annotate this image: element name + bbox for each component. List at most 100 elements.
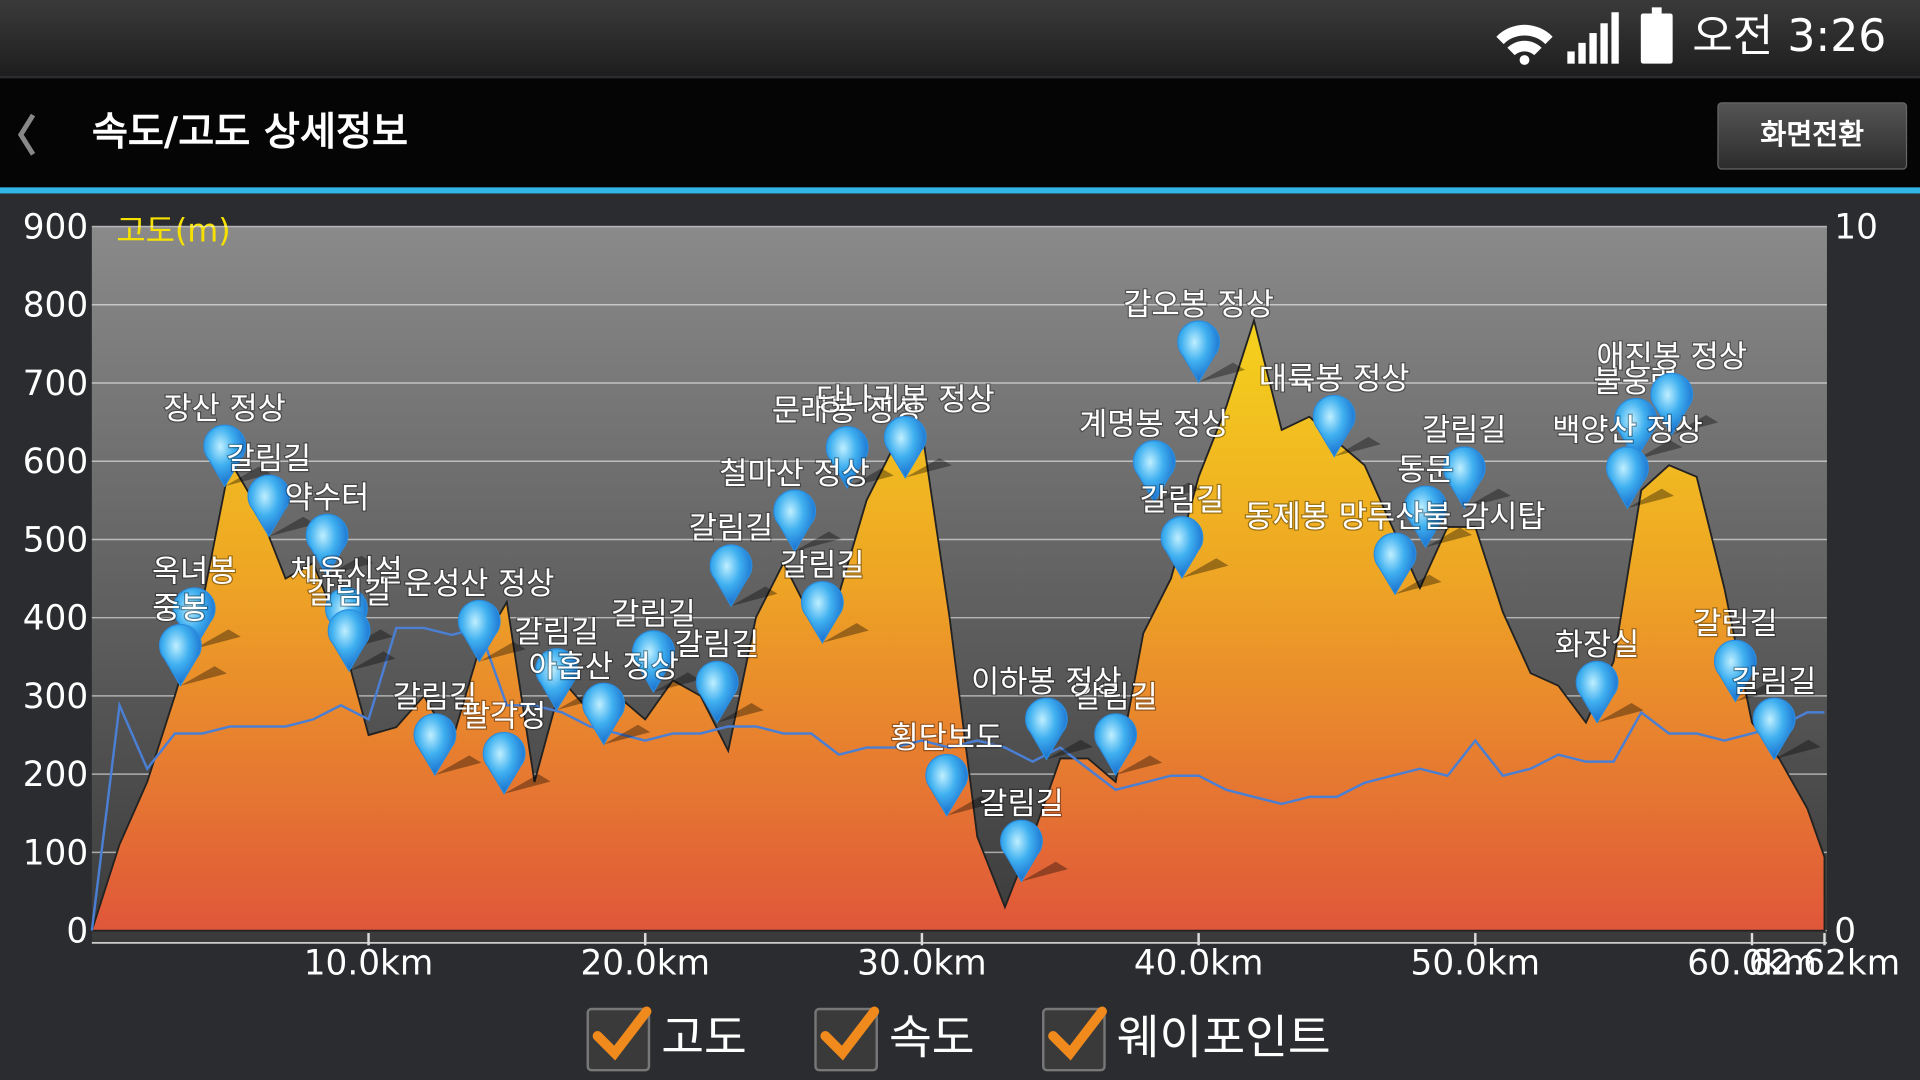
waypoint [158,624,227,687]
pin-shadow [327,555,374,576]
waypoint-pin[interactable] [172,587,216,651]
pin-shadow [224,466,272,487]
y2-tick-label: 0 [1834,912,1856,952]
pin-shadow [1425,527,1473,548]
waypoint-pin[interactable] [482,732,526,795]
waypoint-pin[interactable] [1606,446,1649,510]
waypoint-pin[interactable] [327,609,371,673]
legend-label[interactable]: 고도 [661,1010,747,1064]
waypoint [172,587,241,651]
waypoint-pin[interactable] [1713,639,1757,703]
waypoint-pin[interactable] [1312,394,1356,458]
waypoint-pin[interactable] [1132,440,1176,504]
legend-checkbox[interactable]: 웨이포인트 [1042,1006,1331,1072]
waypoint [1752,697,1821,761]
page-title: 속도/고도 상세정보 [92,110,408,155]
waypoint-pin[interactable] [1752,697,1796,761]
waypoint-pin[interactable] [203,424,247,488]
waypoint-pin[interactable] [582,682,626,746]
waypoint-label: 옥녀봉 [152,555,236,590]
waypoint-label: 약수터 [285,481,369,516]
y-tick-label: 200 [23,755,88,795]
waypoint-label: 갈림길 [1732,665,1816,700]
checkmark[interactable] [592,1006,652,1061]
switch-view-button[interactable]: 화면전환 [1717,102,1908,170]
waypoint [1177,320,1246,384]
waypoint-pin[interactable] [1650,372,1694,436]
waypoint-pin[interactable] [800,581,844,644]
legend-checkbox[interactable]: 속도 [814,1006,975,1072]
waypoint [925,753,994,817]
waypoint-pin[interactable] [632,630,675,694]
waypoint-pin[interactable] [709,544,753,608]
legend-label[interactable]: 속도 [889,1010,975,1064]
waypoint-pin[interactable] [1094,713,1138,777]
pin-shadow [1021,861,1068,882]
waypoint [883,415,952,479]
checkmark[interactable] [1048,1006,1107,1061]
waypoint-label: 갈림길 [979,787,1063,822]
waypoint [1373,532,1442,596]
waypoint-pin[interactable] [457,599,501,663]
waypoint-label: 동제봉 망루산불 감시탑 [1245,500,1546,535]
y2-tick-label: 10 [1834,207,1878,247]
pin-shadow [1597,702,1644,723]
waypoint-label: 장산 정상 [163,392,285,427]
waypoint [457,599,526,663]
waypoint [632,630,701,694]
waypoint-pin[interactable] [883,415,927,479]
waypoint [1404,485,1473,549]
waypoint [305,513,374,577]
waypoint-pin[interactable] [1442,446,1486,510]
waypoint-pin[interactable] [1614,397,1658,461]
waypoint-pin[interactable] [413,713,457,777]
waypoint-label: 당나귀봉 정상 [816,383,995,418]
waypoint-pin[interactable] [535,648,579,712]
waypoint-pin[interactable] [1160,516,1204,580]
waypoint [709,544,778,608]
checkmark[interactable] [820,1006,880,1061]
waypoint-pin[interactable] [1000,819,1043,883]
y-tick-label: 300 [23,677,88,717]
waypoint [1650,372,1719,436]
button-bg[interactable] [1717,102,1908,170]
waypoint-label: 갈림길 [393,681,477,716]
pin-shadow [794,531,842,552]
pin-shadow [1046,739,1093,760]
waypoint-label: 갈림길 [1073,681,1157,716]
pin-shadow [1671,414,1719,435]
header [0,78,1920,190]
back-button[interactable] [17,113,36,156]
waypoint-pin[interactable] [695,660,739,724]
waypoint-label: 갈림길 [611,598,695,633]
legend-label[interactable]: 웨이포인트 [1117,1010,1331,1064]
waypoint-pin[interactable] [1177,320,1221,384]
waypoint-pin[interactable] [1575,660,1619,724]
waypoint-pin[interactable] [925,753,969,817]
pin-shadow [1395,574,1442,595]
pin-shadow [1198,362,1246,383]
pin-shadow [1115,755,1163,775]
pin-shadow [1334,436,1381,457]
waypoint-pin[interactable] [773,489,817,553]
waypoint [1160,516,1229,580]
waypoint-label: 동문 [1397,453,1453,488]
pin-shadow [717,702,764,723]
legend-checkbox[interactable]: 고도 [586,1006,747,1072]
pin-shadow [1182,558,1229,578]
waypoint-label: 갈림길 [1693,607,1777,642]
waypoint-pin[interactable] [1025,697,1068,761]
waypoint-pin[interactable] [825,426,869,490]
pin-shadow [1735,681,1782,702]
waypoint-pin[interactable] [158,624,202,687]
button-label[interactable]: 화면전환 [1760,118,1864,151]
waypoint-pin[interactable] [305,513,349,577]
waypoint-pin[interactable] [247,474,291,538]
waypoint-label: 애진봉 정상 [1596,340,1747,375]
waypoint-label: 갈림길 [1140,483,1224,518]
waypoint-pin[interactable] [1373,532,1417,596]
waypoint-label: 운성산 정상 [404,567,555,602]
waypoint-pin[interactable] [1404,485,1447,549]
y-tick-label: 800 [23,286,88,326]
